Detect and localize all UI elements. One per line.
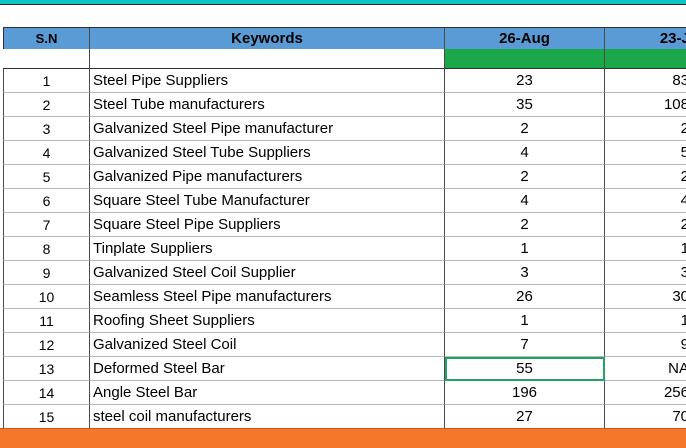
date-band-cell[interactable] [445,49,605,69]
sn-cell[interactable]: 14 [3,381,90,405]
keyword-cell[interactable]: Galvanized Steel Pipe manufacturer [90,117,445,141]
keyword-cell[interactable]: Galvanized Steel Tube Suppliers [90,141,445,165]
value-cell-23-jul[interactable]: 2 [605,213,686,237]
value-cell-23-jul[interactable]: 1 [605,309,686,333]
sn-cell[interactable]: 15 [3,405,90,429]
value-cell-23-jul[interactable]: NA [605,357,686,381]
value-cell-26-aug[interactable]: 2 [445,117,605,141]
sn-cell[interactable]: 8 [3,237,90,261]
value-cell-26-aug[interactable]: 23 [445,69,605,93]
keyword-cell[interactable]: Tinplate Suppliers [90,237,445,261]
sn-cell[interactable]: 11 [3,309,90,333]
value-cell-23-jul[interactable]: 2 [605,117,686,141]
value-cell-26-aug[interactable]: 26 [445,285,605,309]
blank-cell[interactable] [3,49,90,69]
header-date-26-aug[interactable]: 26-Aug [445,27,605,51]
value-cell-23-jul[interactable]: 2 [605,165,686,189]
value-cell-23-jul[interactable]: 3 [605,261,686,285]
value-cell-23-jul[interactable]: 108 [605,93,686,117]
keyword-cell[interactable]: Deformed Steel Bar [90,357,445,381]
value-cell-26-aug[interactable]: 1 [445,237,605,261]
value-cell-23-jul[interactable]: 30 [605,285,686,309]
value-cell-26-aug[interactable]: 27 [445,405,605,429]
sn-cell[interactable]: 7 [3,213,90,237]
keyword-cell[interactable]: Angle Steel Bar [90,381,445,405]
header-keywords[interactable]: Keywords [90,27,445,51]
sn-cell[interactable]: 13 [3,357,90,381]
header-date-23-jul[interactable]: 23-Ju [605,27,686,51]
value-cell-23-jul[interactable]: 83 [605,69,686,93]
keyword-cell[interactable]: Roofing Sheet Suppliers [90,309,445,333]
keyword-cell[interactable]: Galvanized Pipe manufacturers [90,165,445,189]
top-color-band [0,0,686,4]
sn-cell[interactable]: 9 [3,261,90,285]
value-cell-26-aug[interactable]: 3 [445,261,605,285]
value-cell-23-jul[interactable]: 1 [605,237,686,261]
sn-cell[interactable]: 10 [3,285,90,309]
value-cell-26-aug[interactable]: 2 [445,213,605,237]
value-cell-26-aug[interactable]: 2 [445,165,605,189]
keyword-cell[interactable]: Galvanized Steel Coil [90,333,445,357]
value-cell-23-jul[interactable]: 5 [605,141,686,165]
date-band-cell[interactable] [605,49,686,69]
sn-cell[interactable]: 12 [3,333,90,357]
keyword-cell[interactable]: Square Steel Pipe Suppliers [90,213,445,237]
header-row: S.N Keywords 26-Aug 23-Ju [3,27,686,51]
keyword-cell[interactable]: Galvanized Steel Coil Supplier [90,261,445,285]
blank-cell[interactable] [90,49,445,69]
value-cell-23-jul[interactable]: 256 [605,381,686,405]
keyword-cell[interactable]: Square Steel Tube Manufacturer [90,189,445,213]
date-band-row [3,49,686,69]
keyword-cell[interactable]: Steel Tube manufacturers [90,93,445,117]
value-cell-26-aug[interactable]: 55 [445,357,605,381]
sn-cell[interactable]: 4 [3,141,90,165]
bottom-color-band [0,428,686,448]
header-sn[interactable]: S.N [3,27,90,51]
sn-cell[interactable]: 1 [3,69,90,93]
sn-cell[interactable]: 3 [3,117,90,141]
sn-cell[interactable]: 5 [3,165,90,189]
keyword-cell[interactable]: steel coil manufacturers [90,405,445,429]
value-cell-26-aug[interactable]: 4 [445,141,605,165]
value-cell-26-aug[interactable]: 7 [445,333,605,357]
value-cell-23-jul[interactable]: 70 [605,405,686,429]
top-divider [0,4,686,5]
value-cell-23-jul[interactable]: 9 [605,333,686,357]
value-cell-26-aug[interactable]: 35 [445,93,605,117]
value-cell-26-aug[interactable]: 1 [445,309,605,333]
sn-cell[interactable]: 6 [3,189,90,213]
keyword-cell[interactable]: Seamless Steel Pipe manufacturers [90,285,445,309]
value-cell-26-aug[interactable]: 196 [445,381,605,405]
value-cell-26-aug[interactable]: 4 [445,189,605,213]
value-cell-23-jul[interactable]: 4 [605,189,686,213]
sn-cell[interactable]: 2 [3,93,90,117]
keyword-cell[interactable]: Steel Pipe Suppliers [90,69,445,93]
